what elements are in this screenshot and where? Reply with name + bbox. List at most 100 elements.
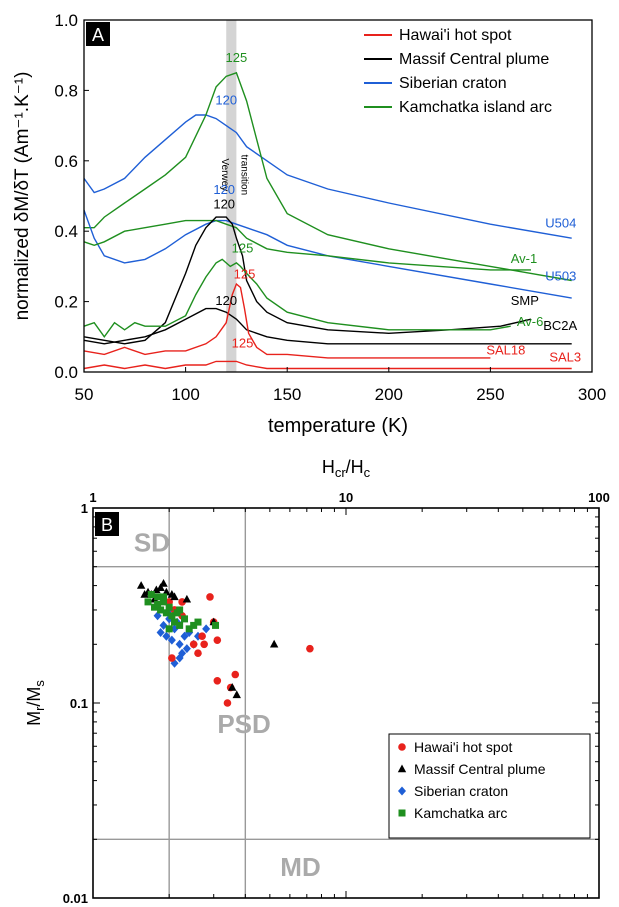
point-massif-central-plume — [136, 581, 146, 589]
series-line-av-1 — [83, 219, 531, 271]
series-line-sal18 — [83, 282, 491, 359]
point-massif-central-plume — [269, 639, 279, 648]
verwey-band — [226, 20, 237, 372]
series-label-u503: U503 — [545, 268, 576, 283]
point-siberian-craton — [162, 631, 171, 641]
x-tick-label: 300 — [578, 385, 606, 404]
point-siberian-craton — [182, 644, 191, 654]
peak-label: 120 — [213, 182, 235, 197]
legend-box — [388, 733, 591, 839]
point-kamchatka-arc — [160, 593, 168, 601]
point-massif-central-plume — [228, 683, 237, 691]
x-axis-label-part: /H — [346, 457, 364, 477]
point-hawai-i-hot-spot — [200, 640, 208, 649]
point-massif-central-plume — [159, 579, 168, 587]
x-axis-label-part: H — [322, 457, 335, 477]
y-axis-label-part: s — [32, 680, 47, 687]
x-axis-label-part: cr — [335, 465, 347, 480]
point-kamchatka-arc — [165, 625, 173, 633]
legend-label: Massif Central plume — [414, 761, 546, 777]
x-tick-label: 200 — [375, 385, 403, 404]
point-kamchatka-arc — [176, 606, 184, 614]
point-hawai-i-hot-spot — [206, 593, 214, 601]
panel-b-badge — [95, 512, 119, 536]
point-massif-central-plume — [182, 594, 192, 603]
x-axis-label: temperature (K) — [268, 415, 408, 437]
point-kamchatka-arc — [168, 612, 176, 620]
series-label-av-1: Av-1 — [511, 251, 537, 266]
point-kamchatka-arc — [194, 618, 202, 626]
peak-label: 120 — [215, 92, 237, 107]
point-kamchatka-arc — [176, 621, 184, 629]
panel-b-label: B — [101, 515, 113, 535]
point-kamchatka-arc — [185, 625, 193, 633]
point-kamchatka-arc — [162, 609, 170, 617]
series-line-u503 — [83, 209, 572, 299]
peak-label: 125 — [234, 267, 256, 282]
y-axis-label-part: r — [32, 706, 47, 711]
legend-label: Hawai'i hot spot — [399, 27, 512, 44]
point-kamchatka-arc — [190, 621, 198, 629]
point-hawai-i-hot-spot — [198, 632, 206, 641]
legend-label: Massif Central plume — [399, 51, 549, 68]
point-hawai-i-hot-spot — [223, 699, 232, 707]
legend-label: Kamchatka island arc — [399, 99, 552, 116]
series-label-sal18: SAL18 — [486, 342, 525, 357]
point-massif-central-plume — [140, 590, 149, 598]
point-siberian-craton — [180, 631, 189, 641]
y-axis-label: normalized δM/δT (Am⁻¹.K⁻¹) — [12, 72, 33, 321]
x-tick-label: 100 — [588, 490, 610, 505]
point-kamchatka-arc — [147, 591, 155, 599]
x-axis-label-part: c — [364, 465, 371, 480]
legend-label: Siberian craton — [399, 75, 507, 92]
series-line-u504 — [83, 114, 572, 239]
y-tick-label: 0.4 — [54, 222, 78, 241]
x-tick-label: 50 — [75, 385, 94, 404]
point-hawai-i-hot-spot — [178, 598, 186, 606]
x-tick-label: 10 — [339, 490, 353, 505]
legend-marker — [398, 786, 406, 796]
legend-marker — [398, 743, 406, 751]
series-label-u504: U504 — [545, 216, 576, 231]
peak-label: 125 — [232, 335, 254, 350]
y-tick-label: 0.2 — [54, 293, 78, 312]
x-tick-label: 250 — [476, 385, 504, 404]
verwey-text: Verwey — [219, 158, 230, 191]
y-tick-label: 1.0 — [54, 11, 78, 30]
peak-label: 120 — [215, 293, 237, 308]
x-tick-label: 100 — [171, 385, 199, 404]
panel-a: Verwey transition U504 U503 Av-1 SMP Av-6 BC2A S… — [12, 11, 606, 437]
point-hawai-i-hot-spot — [306, 644, 314, 653]
domain-label-md: MD — [280, 852, 320, 882]
legend-label: Hawai'i hot spot — [414, 739, 513, 755]
series-line-smp — [83, 216, 532, 345]
point-massif-central-plume — [232, 690, 241, 699]
point-kamchatka-arc — [171, 618, 179, 626]
point-hawai-i-hot-spot — [189, 640, 198, 649]
point-hawai-i-hot-spot — [168, 654, 176, 662]
y-axis-label-part: M — [24, 711, 44, 726]
y-axis-label-part: /M — [24, 687, 44, 707]
y-tick-label: 0.01 — [63, 891, 88, 906]
point-kamchatka-arc — [144, 598, 152, 606]
panel-a-frame — [83, 19, 593, 373]
series-line-bc2a — [83, 307, 572, 345]
y-axis-label: Mr/Ms — [24, 680, 47, 726]
point-siberian-craton — [156, 627, 165, 637]
point-hawai-i-hot-spot — [213, 676, 222, 685]
series-label-bc2a: BC2A — [543, 318, 577, 333]
panel-a-label: A — [92, 25, 104, 45]
peak-label: 125 — [226, 50, 248, 65]
point-hawai-i-hot-spot — [231, 670, 240, 679]
y-tick-label: 0.8 — [54, 81, 78, 100]
legend-marker — [397, 764, 407, 773]
series-line-sal3 — [83, 360, 572, 370]
series-label-smp: SMP — [511, 293, 539, 308]
x-tick-label: 1 — [89, 490, 96, 505]
point-kamchatka-arc — [154, 600, 162, 608]
legend-marker — [398, 809, 406, 817]
y-tick-label: 1 — [81, 501, 88, 516]
legend-label: Kamchatka arc — [414, 805, 507, 821]
point-kamchatka-arc — [212, 621, 220, 629]
